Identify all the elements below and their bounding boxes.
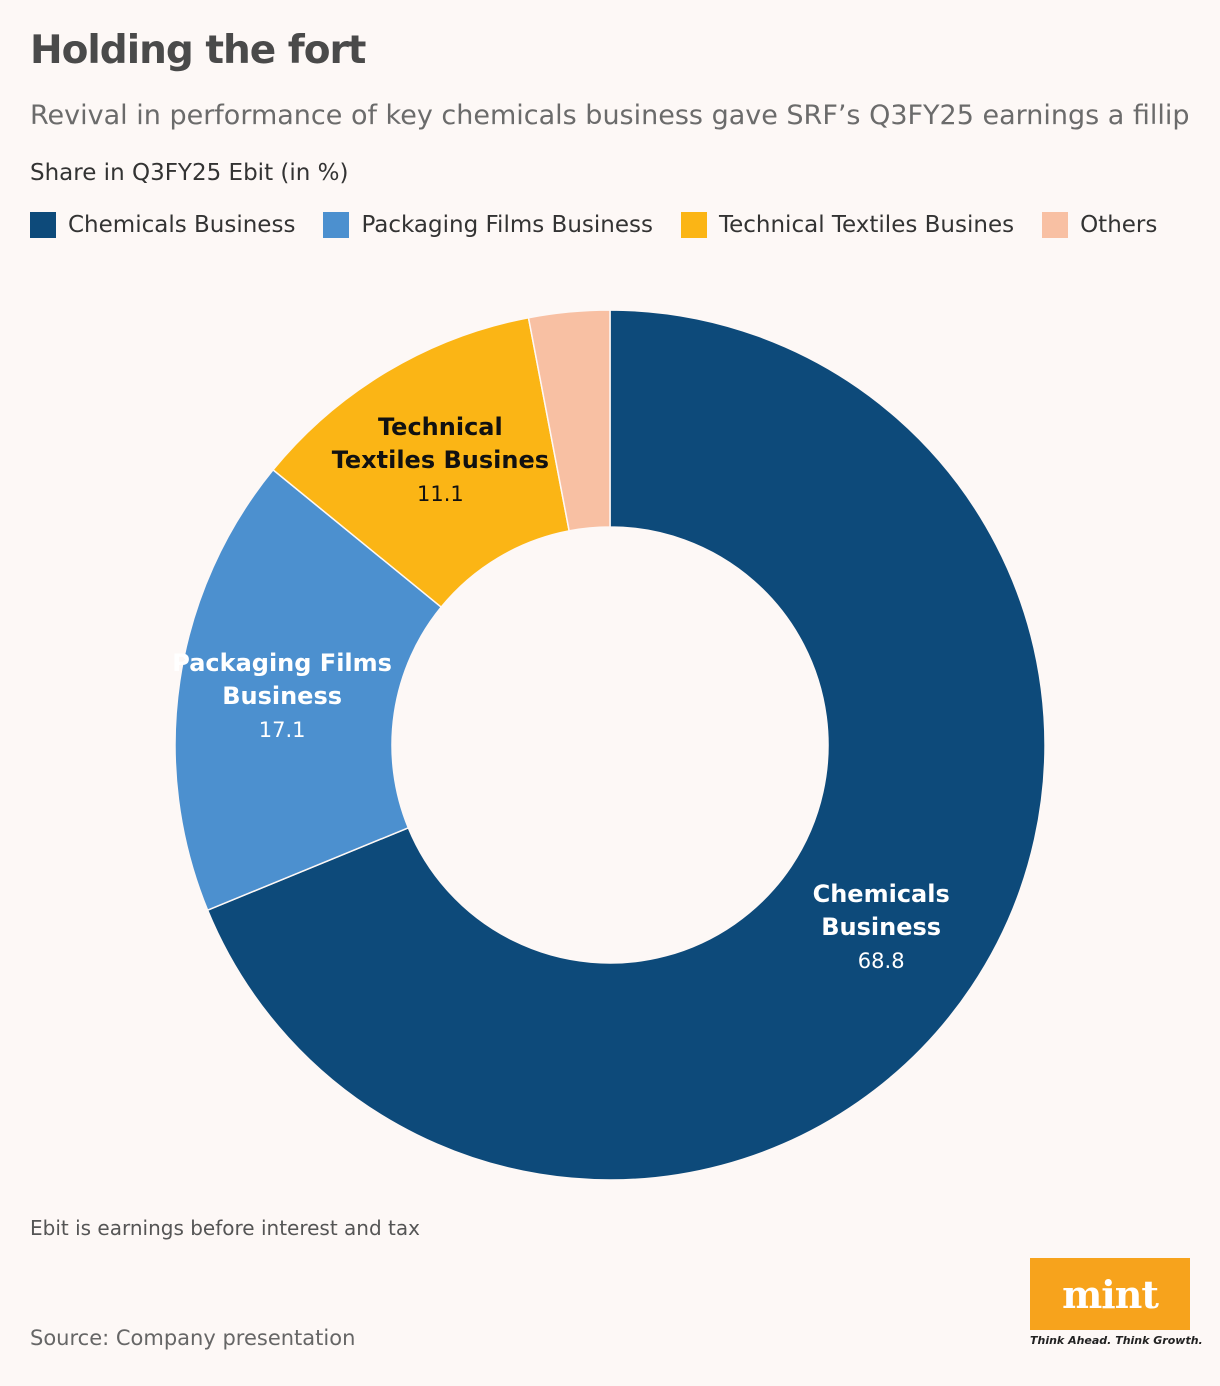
logo-tagline: Think Ahead. Think Growth. [1030,1334,1203,1347]
legend-item-textiles: Technical Textiles Busines [680,212,1015,238]
legend: Chemicals Business Packaging Films Busin… [30,212,1157,238]
legend-swatch [323,212,350,238]
slice-label: Chemicals [813,880,950,908]
slice-label: Business [222,682,342,710]
slice-value-label: 17.1 [259,718,306,742]
slice-technical-textiles [272,316,571,609]
slice-label: Business [821,913,941,941]
slice-label: Textiles Busines [332,446,549,474]
mint-logo: mint Think Ahead. Think Growth. [1030,1258,1203,1347]
legend-item-chemicals: Chemicals Business [30,212,295,238]
donut-chart: Chemicals Business 68.8 Packaging Films Busi… [172,309,1046,1181]
legend-swatch [30,212,56,238]
legend-swatch [680,212,707,238]
legend-item-others: Others [1042,212,1157,238]
slice-value-label: 68.8 [858,949,905,973]
legend-swatch [1042,212,1069,238]
slice-chemicals [206,309,1046,1181]
slice-value-label: 11.1 [417,482,464,506]
legend-label: Chemicals Business [68,212,296,238]
logo-mark: mint [1030,1258,1190,1330]
legend-label: Others [1080,212,1158,238]
slice-others [527,309,611,532]
slice-label: Packaging Films [172,649,392,677]
legend-label: Technical Textiles Busines [718,212,1015,238]
slice-label: Technical [378,413,503,441]
chart-subtitle: Revival in performance of key chemicals … [30,100,1190,131]
slice-packaging-films [174,468,443,912]
legend-label: Packaging Films Business [361,212,653,238]
legend-item-packaging: Packaging Films Business [323,212,653,238]
source-note: Source: Company presentation [30,1326,356,1350]
footnote: Ebit is earnings before interest and tax [30,1216,420,1240]
chart-title: Holding the fort [30,28,366,73]
unit-label: Share in Q3FY25 Ebit (in %) [30,160,349,186]
